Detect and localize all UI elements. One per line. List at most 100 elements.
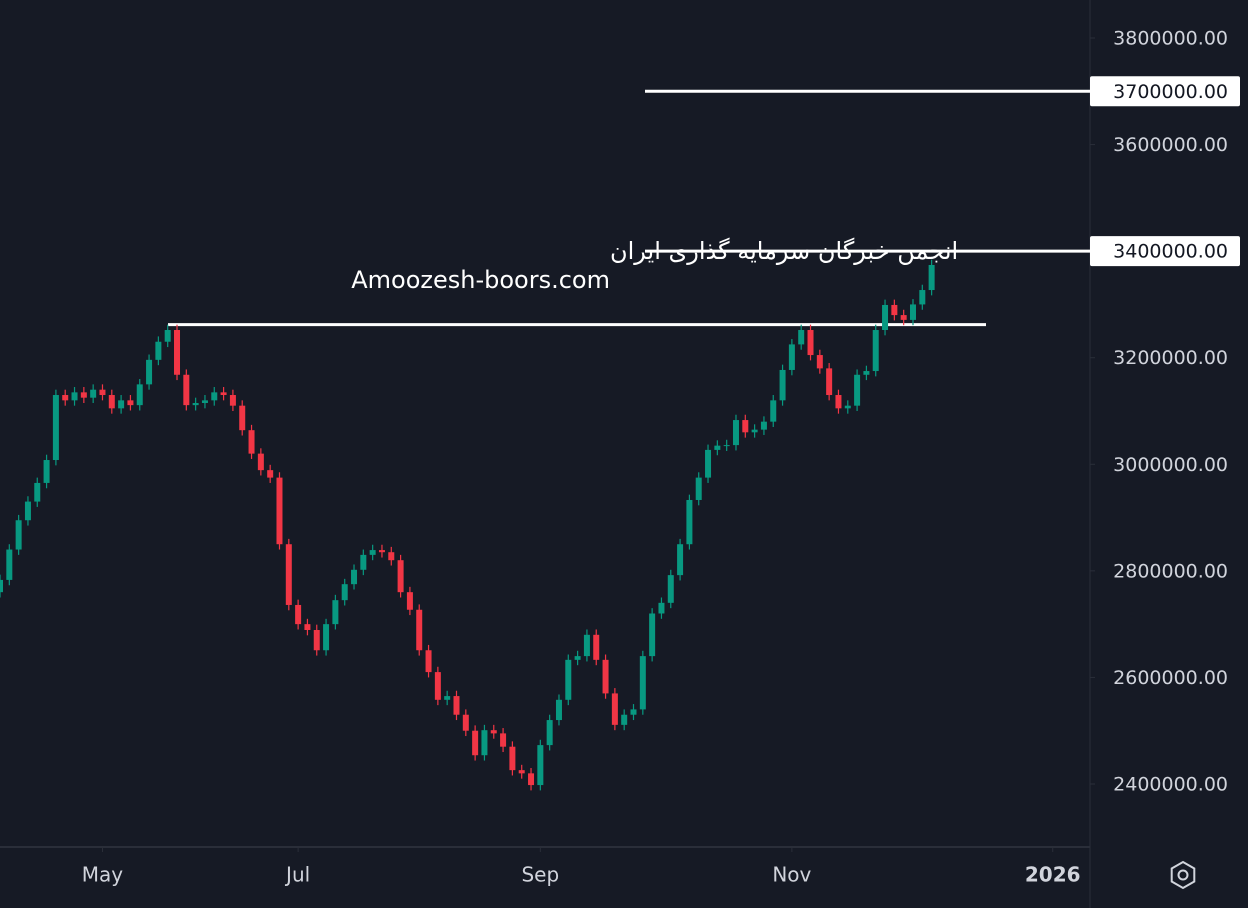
candle-body <box>630 709 637 715</box>
candle-body <box>434 672 441 700</box>
candle-body <box>518 770 525 774</box>
candle-body <box>248 430 255 454</box>
candle-body <box>667 575 674 603</box>
candle-body <box>714 445 721 450</box>
candle-body <box>872 330 879 372</box>
candle-body <box>220 392 227 396</box>
candle-body <box>323 624 330 651</box>
candle-body <box>891 304 898 316</box>
candle-body <box>276 477 283 545</box>
candle-body <box>751 429 758 433</box>
candle-body <box>611 693 618 725</box>
candle-body <box>844 405 851 409</box>
candle-body <box>6 549 13 580</box>
x-tick-label: May <box>82 863 124 887</box>
candle-body <box>742 420 749 433</box>
candle-body <box>481 730 488 756</box>
candle-body <box>695 477 702 500</box>
x-tick-label: Jul <box>284 863 310 887</box>
settings-icon[interactable] <box>1170 860 1196 890</box>
candle-body <box>658 602 665 614</box>
candle-body <box>239 405 246 431</box>
candle-body <box>649 613 656 657</box>
candle-body <box>24 501 31 521</box>
price-label-box <box>1090 236 1240 267</box>
candle-body <box>146 359 153 385</box>
candle-body <box>760 421 767 430</box>
annotation: Amoozesh-boors.com <box>351 266 610 294</box>
candle-body <box>565 659 572 700</box>
x-tick-label: Sep <box>521 863 559 887</box>
icon-hexagon[interactable] <box>1170 860 1196 890</box>
candle-body <box>593 634 600 660</box>
candle-body <box>444 696 451 700</box>
candle-body <box>854 374 861 406</box>
icon-circle[interactable] <box>1177 869 1189 881</box>
candle-body <box>34 482 41 502</box>
candle-body <box>378 550 385 553</box>
candle-body <box>490 730 497 734</box>
candle-body <box>779 369 786 401</box>
candle-body <box>416 609 423 651</box>
candle-body <box>304 624 311 631</box>
candle-body <box>500 733 507 747</box>
candle-body <box>360 554 367 570</box>
candle-body <box>192 403 199 406</box>
candle-body <box>863 371 870 375</box>
y-tick-label: 2600000.00 <box>1113 667 1228 689</box>
candle-body <box>816 355 823 369</box>
candle-body <box>80 392 87 398</box>
candle-body <box>509 746 516 771</box>
candle-body <box>62 395 69 401</box>
y-tick-label: 2800000.00 <box>1113 560 1228 582</box>
candle-body <box>332 600 339 625</box>
candle-body <box>798 330 805 345</box>
candle-body <box>369 550 376 555</box>
candle-body <box>807 330 814 356</box>
y-tick-label: 3000000.00 <box>1113 454 1228 476</box>
candle-body <box>472 730 479 756</box>
candle-body <box>99 389 106 396</box>
candle-body <box>835 395 842 409</box>
candle-body <box>155 341 162 360</box>
candle-body <box>788 344 795 370</box>
price-label: 3700000.00 <box>1113 81 1228 103</box>
candle-body <box>174 330 181 375</box>
y-tick-label: 3200000.00 <box>1113 347 1228 369</box>
candle-body <box>0 579 3 593</box>
candle-body <box>201 400 208 404</box>
y-tick-label: 2400000.00 <box>1113 774 1228 796</box>
candle-body <box>136 384 143 406</box>
candle-body <box>43 460 50 483</box>
candle-body <box>127 400 134 406</box>
candle-body <box>118 400 125 409</box>
candle-body <box>909 304 916 320</box>
candle-body <box>397 560 404 593</box>
candle-body <box>462 714 469 731</box>
candle-body <box>52 395 59 461</box>
candle-body <box>705 449 712 478</box>
candle-body <box>285 544 292 605</box>
candle-body <box>732 420 739 446</box>
candle-body <box>546 720 553 746</box>
price-label: 3400000.00 <box>1113 241 1228 263</box>
candle-body <box>388 552 395 561</box>
candle-body <box>900 315 907 320</box>
candle-body <box>267 470 274 478</box>
candle-body <box>928 264 935 291</box>
candle-body <box>639 656 646 710</box>
candle-body <box>406 592 413 610</box>
candle-body <box>770 400 777 422</box>
annotation: انجمن خبرگان سرمایه گذاری ایران <box>610 237 958 265</box>
candle-body <box>211 392 218 401</box>
candle-body <box>257 453 264 471</box>
candle-body <box>583 634 590 657</box>
candle-body <box>621 714 628 725</box>
candle-body <box>164 330 171 342</box>
candle-body <box>341 584 348 601</box>
candle-body <box>15 520 22 550</box>
candle-body <box>602 659 609 694</box>
